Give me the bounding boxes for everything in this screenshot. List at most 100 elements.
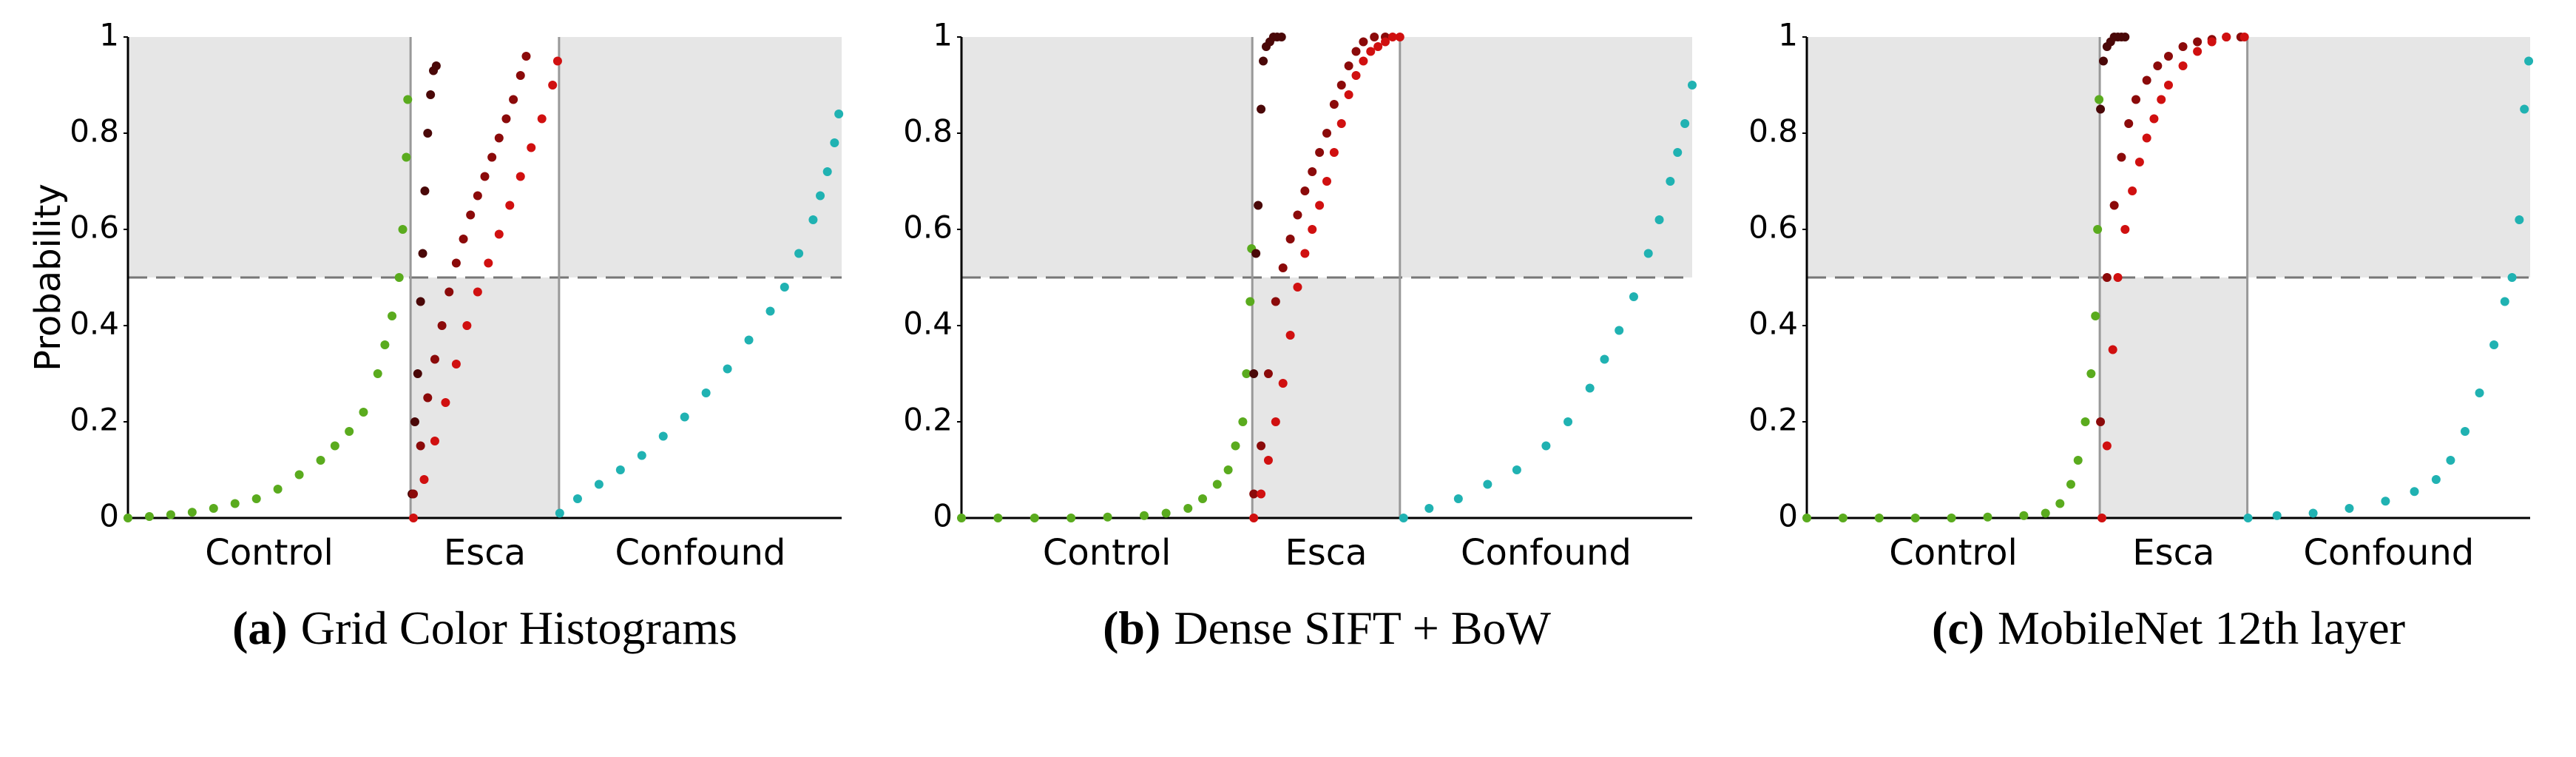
category-label: Esca (444, 532, 526, 573)
point (1249, 514, 1259, 522)
point (1300, 186, 1310, 195)
point (1278, 263, 1288, 272)
point (1399, 514, 1408, 522)
point (437, 321, 447, 330)
point (410, 417, 419, 426)
point (1563, 417, 1573, 426)
point (594, 480, 604, 489)
y-tick-label: 0.6 (1748, 209, 1798, 246)
point (1666, 177, 1675, 186)
point (2410, 487, 2419, 497)
point (2019, 511, 2029, 520)
point (1947, 514, 1956, 522)
category-label: Esca (2132, 532, 2214, 573)
point (294, 470, 304, 480)
point (2500, 297, 2509, 306)
point (2157, 95, 2166, 104)
point (1351, 71, 1361, 80)
point (2475, 388, 2484, 397)
point (473, 191, 482, 201)
point (1257, 104, 1266, 114)
point (2073, 456, 2083, 465)
point (462, 321, 472, 330)
point (1541, 441, 1551, 451)
point (2345, 504, 2354, 513)
point (413, 369, 422, 378)
point (1395, 33, 1404, 41)
point (2096, 417, 2106, 426)
point (1643, 249, 1653, 258)
point (1238, 417, 1248, 426)
point (166, 510, 175, 519)
point (2489, 340, 2499, 349)
caption: (a) Grid Color Histograms (232, 602, 737, 654)
point (637, 451, 646, 460)
point (1285, 331, 1295, 340)
shade-region (2247, 37, 2530, 277)
caption-text: MobileNet 12th layer (1998, 602, 2405, 654)
y-tick-label: 0.2 (903, 402, 953, 438)
point (1381, 37, 1390, 47)
point (1366, 47, 1376, 56)
point (423, 129, 433, 138)
point (501, 114, 511, 124)
point (1257, 441, 1266, 451)
point (2381, 497, 2390, 506)
point (2102, 441, 2112, 451)
point (1351, 47, 1361, 56)
point (816, 191, 825, 201)
point (527, 143, 536, 152)
shade-region (1399, 37, 1692, 277)
category-label: Control (1889, 532, 2018, 573)
point (834, 110, 844, 118)
shade-region (128, 37, 411, 277)
point (2515, 215, 2524, 224)
point (1066, 514, 1076, 522)
point (1277, 33, 1286, 41)
point (572, 494, 582, 503)
point (723, 364, 732, 374)
point (2507, 273, 2517, 282)
point (209, 504, 218, 513)
point (316, 456, 325, 465)
point (416, 297, 425, 306)
y-axis-label: Probability (27, 184, 69, 371)
point (2108, 345, 2117, 354)
caption-label: (c) (1932, 602, 1984, 654)
point (418, 249, 427, 258)
point (1370, 33, 1379, 41)
y-tick-label: 0.4 (70, 306, 119, 342)
point (426, 90, 436, 99)
point (2134, 158, 2144, 166)
point (2098, 56, 2108, 66)
category-label: Control (205, 532, 334, 573)
point (402, 152, 411, 162)
y-tick-label: 0.6 (70, 209, 119, 246)
point (1336, 119, 1346, 128)
point (2113, 273, 2123, 282)
point (1673, 148, 1683, 157)
point (1315, 148, 1325, 157)
point (2164, 52, 2173, 61)
point (2308, 508, 2318, 518)
point (1344, 90, 1353, 99)
point (441, 398, 450, 407)
point (780, 283, 789, 292)
point (420, 186, 430, 195)
shade-region (1252, 277, 1400, 518)
point (2460, 427, 2469, 436)
point (2131, 95, 2140, 104)
point (1285, 235, 1295, 243)
point (1249, 369, 1259, 378)
point (515, 71, 525, 80)
point (1140, 511, 1149, 520)
chart: 0 0.2 0.4 0.6 0.8 1 Control Esca Confound Probabi… (27, 17, 844, 654)
point (2095, 95, 2104, 104)
point (1585, 383, 1595, 393)
point (2096, 104, 2106, 114)
point (1315, 201, 1325, 210)
point (1308, 167, 1317, 176)
y-tick-label: 0 (99, 498, 119, 534)
point (794, 249, 804, 258)
